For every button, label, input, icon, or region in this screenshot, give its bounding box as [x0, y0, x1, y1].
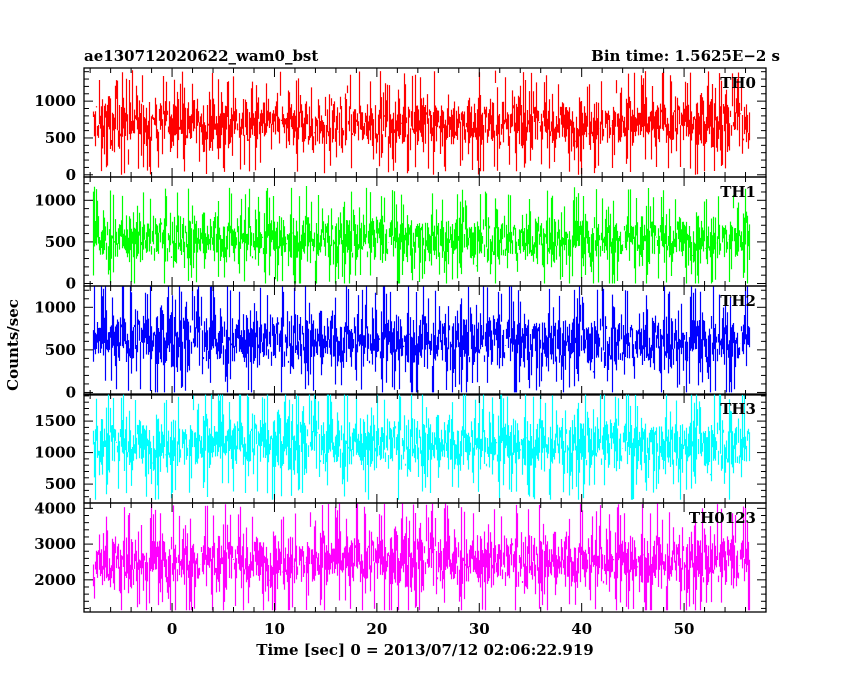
series-label-th2: TH2	[720, 292, 756, 310]
y-tick-label: 0	[66, 166, 76, 184]
panel-th0: 0 500 1000 TH0	[34, 67, 767, 184]
y-tick-label: 1000	[34, 298, 76, 316]
series-th1	[92, 186, 751, 284]
y-tick-label: 1000	[34, 191, 76, 209]
panel-th2: 0 500 1000 TH2	[34, 285, 767, 401]
y-tick-label: 500	[45, 341, 76, 359]
y-tick-label: 0	[66, 383, 76, 401]
y-tick-label: 1000	[34, 444, 76, 462]
y-tick-label: 1500	[34, 412, 76, 430]
series-label-th3: TH3	[720, 400, 756, 418]
series-label-th1: TH1	[720, 183, 756, 201]
y-tick-label: 500	[45, 475, 76, 493]
panel-th1: 0 500 1000 TH1	[34, 176, 767, 293]
series-label-th0123: TH0123	[689, 509, 756, 527]
series-th2	[92, 286, 751, 393]
series-th0123	[92, 503, 751, 611]
y-tick-label: 3000	[34, 535, 76, 553]
x-tick-label: 30	[469, 620, 490, 638]
y-tick-label: 4000	[34, 499, 76, 517]
y-tick-label: 500	[45, 129, 76, 147]
series-th3	[92, 394, 751, 500]
x-tick-label: 20	[366, 620, 387, 638]
panel-frame	[83, 502, 767, 613]
series-th0	[92, 70, 751, 175]
panel-frame	[83, 285, 767, 396]
y-tick-label: 1000	[34, 92, 76, 110]
series-label-th0: TH0	[720, 74, 756, 92]
y-tick-label: 0	[66, 275, 76, 293]
x-tick-label: 50	[674, 620, 695, 638]
panel-th0123: 2000 3000 4000 TH0123	[34, 499, 767, 613]
chart-title-right: Bin time: 1.5625E−2 s	[591, 47, 780, 65]
x-axis-title: Time [sec] 0 = 2013/07/12 02:06:22.919	[256, 641, 593, 659]
y-tick-label: 2000	[34, 571, 76, 589]
x-tick-label: 10	[264, 620, 285, 638]
x-tick-label: 40	[571, 620, 592, 638]
y-tick-label: 500	[45, 233, 76, 251]
panel-th3: 500 1000 1500 TH3	[34, 393, 767, 504]
chart-title-left: ae130712020622_wam0_bst	[84, 47, 318, 65]
y-axis-title: Counts/sec	[4, 299, 22, 391]
x-tick-label: 0	[167, 620, 177, 638]
